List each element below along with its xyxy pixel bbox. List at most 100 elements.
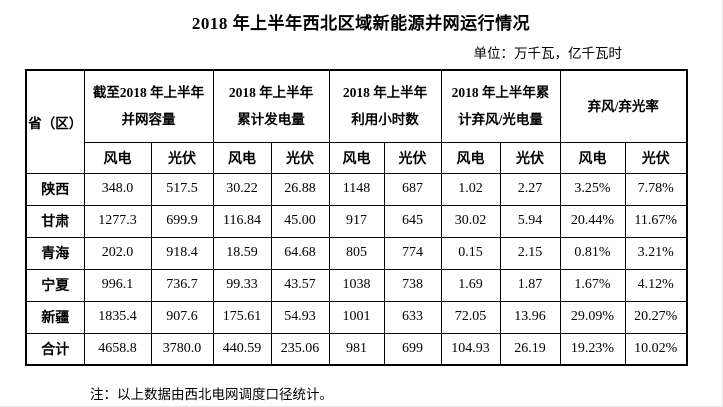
table-cell: 1277.3 xyxy=(83,204,152,238)
table-row: 合计 4658.8 3780.0 440.59 235.06 981 699 104.93 26… xyxy=(25,332,688,366)
group-label-line2: 计弃风/光电量 xyxy=(458,112,543,128)
row-header: 陕西 xyxy=(25,172,85,206)
footnote: 注：以上数据由西北电网调度口径统计。 xyxy=(90,387,333,402)
table-cell: 0.15 xyxy=(440,236,501,270)
table-cell: 687 xyxy=(383,172,442,206)
table-cell: 116.84 xyxy=(212,204,272,238)
table-cell: 517.5 xyxy=(150,172,214,206)
table-sub-header-row: 风电 光伏 风电 光伏 风电 光伏 风电 光伏 风电 光伏 xyxy=(26,141,688,174)
group-label-line2: 并网容量 xyxy=(121,112,176,128)
table-cell: 1.67% xyxy=(559,268,626,302)
subheader-wind: 风电 xyxy=(440,141,501,174)
unit-note: 单位：万千瓦，亿千瓦时 xyxy=(473,46,623,61)
table-row: 甘肃 1277.3 699.9 116.84 45.00 917 645 30.02 5.94 2… xyxy=(25,204,688,238)
column-header-province: 省（区） xyxy=(25,69,85,174)
row-header: 合计 xyxy=(25,332,85,366)
table-cell: 736.7 xyxy=(150,268,214,302)
row-header: 甘肃 xyxy=(25,204,85,238)
table-cell: 20.27% xyxy=(624,300,688,334)
subheader-solar: 光伏 xyxy=(624,141,688,174)
new-energy-grid-table: 省（区） 截至2018 年上半年 并网容量 2018 年上半年 累计发电量 20… xyxy=(25,69,689,366)
row-header: 青海 xyxy=(25,236,85,270)
group-label-line1: 截至2018 年上半年 xyxy=(92,85,205,101)
column-group-utilization-hours: 2018 年上半年 利用小时数 xyxy=(328,69,442,143)
table-cell: 11.67% xyxy=(624,204,688,238)
table-cell: 805 xyxy=(328,236,385,270)
table-cell: 1001 xyxy=(328,300,385,334)
table-cell: 3780.0 xyxy=(150,332,214,366)
table-cell: 440.59 xyxy=(212,332,272,366)
group-label-line1: 弃风/弃光率 xyxy=(587,98,659,114)
table-cell: 43.57 xyxy=(270,268,330,302)
table-cell: 0.81% xyxy=(559,236,626,270)
table-cell: 7.78% xyxy=(624,172,688,206)
table-cell: 29.09% xyxy=(559,300,626,334)
table-cell: 1038 xyxy=(328,268,385,302)
table-cell: 774 xyxy=(383,236,442,270)
table-cell: 738 xyxy=(383,268,442,302)
table-cell: 645 xyxy=(383,204,442,238)
subheader-wind: 风电 xyxy=(83,141,152,174)
table-cell: 1.87 xyxy=(499,268,561,302)
row-header: 新疆 xyxy=(25,300,85,334)
table-cell: 1.69 xyxy=(440,268,501,302)
group-label-line1: 2018 年上半年 xyxy=(342,85,428,101)
table-cell: 26.19 xyxy=(499,332,561,366)
table-cell: 907.6 xyxy=(150,300,214,334)
table-cell: 918.4 xyxy=(150,236,214,270)
group-label-line2: 利用小时数 xyxy=(351,112,419,128)
table-cell: 54.93 xyxy=(270,300,330,334)
table-cell: 1835.4 xyxy=(83,300,152,334)
page-title: 2018 年上半年西北区域新能源并网运行情况 xyxy=(191,14,531,33)
table-body: 陕西 348.0 517.5 30.22 26.88 1148 687 1.02 2.27 3.2… xyxy=(25,172,688,366)
table-row: 新疆 1835.4 907.6 175.61 54.93 1001 633 72.05 13.9… xyxy=(25,300,688,334)
table-cell: 104.93 xyxy=(440,332,501,366)
table-cell: 175.61 xyxy=(212,300,272,334)
row-header: 宁夏 xyxy=(25,268,85,302)
table-cell: 4.12% xyxy=(624,268,688,302)
table-cell: 2.27 xyxy=(499,172,561,206)
table-cell: 30.02 xyxy=(440,204,501,238)
table-cell: 19.23% xyxy=(559,332,626,366)
table-cell: 26.88 xyxy=(270,172,330,206)
table-cell: 348.0 xyxy=(83,172,152,206)
table-cell: 235.06 xyxy=(270,332,330,366)
table-cell: 917 xyxy=(328,204,385,238)
table-cell: 5.94 xyxy=(499,204,561,238)
table-row: 陕西 348.0 517.5 30.22 26.88 1148 687 1.02 2.27 3.2… xyxy=(25,172,688,206)
group-label-line1: 2018 年上半年累 xyxy=(451,85,550,101)
table-cell: 3.21% xyxy=(624,236,688,270)
subheader-wind: 风电 xyxy=(559,141,626,174)
table-cell: 633 xyxy=(383,300,442,334)
subheader-solar: 光伏 xyxy=(383,141,442,174)
column-group-curtailed-energy: 2018 年上半年累 计弃风/光电量 xyxy=(440,69,561,143)
table-row: 宁夏 996.1 736.7 99.33 43.57 1038 738 1.69 1.87 1.6… xyxy=(25,268,688,302)
table-row: 青海 202.0 918.4 18.59 64.68 805 774 0.15 2.15 0.81… xyxy=(25,236,688,270)
table-cell: 996.1 xyxy=(83,268,152,302)
subheader-solar: 光伏 xyxy=(270,141,330,174)
table-group-header-row: 省（区） 截至2018 年上半年 并网容量 2018 年上半年 累计发电量 20… xyxy=(25,69,688,174)
table-cell: 2.15 xyxy=(499,236,561,270)
table-cell: 1.02 xyxy=(440,172,501,206)
table-cell: 64.68 xyxy=(270,236,330,270)
group-label-line2: 累计发电量 xyxy=(237,112,305,128)
column-group-grid-capacity: 截至2018 年上半年 并网容量 xyxy=(83,69,214,143)
table-cell: 202.0 xyxy=(83,236,152,270)
table-cell: 18.59 xyxy=(212,236,272,270)
table-cell: 699.9 xyxy=(150,204,214,238)
table-cell: 99.33 xyxy=(212,268,272,302)
table-cell: 699 xyxy=(383,332,442,366)
column-group-cumulative-generation: 2018 年上半年 累计发电量 xyxy=(212,69,330,143)
table-cell: 10.02% xyxy=(624,332,688,366)
table-cell: 981 xyxy=(328,332,385,366)
table-cell: 20.44% xyxy=(559,204,626,238)
subheader-wind: 风电 xyxy=(328,141,385,174)
table-cell: 1148 xyxy=(328,172,385,206)
table-cell: 13.96 xyxy=(499,300,561,334)
table-cell: 3.25% xyxy=(559,172,626,206)
group-label-line1: 2018 年上半年 xyxy=(228,85,314,101)
subheader-solar: 光伏 xyxy=(499,141,561,174)
table-cell: 4658.8 xyxy=(83,332,152,366)
table-cell: 45.00 xyxy=(270,204,330,238)
